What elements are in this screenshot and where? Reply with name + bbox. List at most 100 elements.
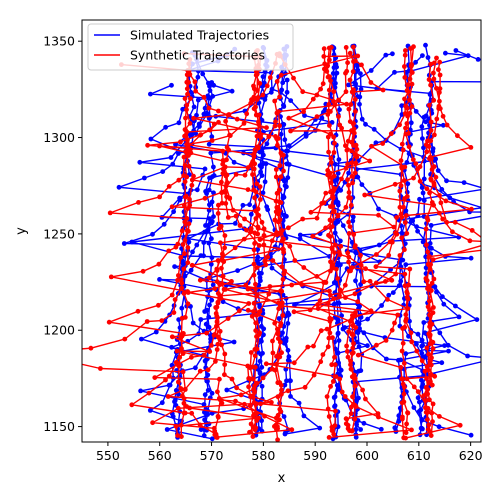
trajectory-point: [331, 99, 336, 104]
trajectory-point: [186, 290, 191, 295]
trajectory-point: [260, 173, 265, 178]
trajectory-point: [353, 291, 358, 296]
trajectory-point: [426, 144, 431, 149]
x-tick-label: 550: [96, 448, 120, 463]
trajectory-point: [462, 180, 467, 185]
trajectory-point: [235, 268, 240, 273]
trajectory-point: [235, 117, 240, 122]
trajectory-point: [249, 212, 254, 217]
trajectory-point: [421, 191, 426, 196]
trajectory-point: [406, 283, 411, 288]
trajectory-point: [234, 214, 239, 219]
trajectory-point: [399, 215, 404, 220]
trajectory-point: [252, 241, 257, 246]
trajectory-point: [265, 141, 270, 146]
trajectory-point: [353, 384, 358, 389]
trajectory-point: [274, 354, 279, 359]
trajectory-point: [223, 165, 228, 170]
trajectory-point: [167, 383, 172, 388]
trajectory-point: [337, 157, 342, 162]
trajectory-point: [175, 349, 180, 354]
trajectory-point: [210, 138, 215, 143]
trajectory-point: [381, 88, 386, 93]
trajectory-point: [344, 205, 349, 210]
trajectory-point: [109, 275, 114, 280]
trajectory-point: [427, 191, 432, 196]
trajectory-point: [25, 351, 30, 356]
trajectory-point: [437, 193, 442, 198]
trajectory-point: [326, 344, 331, 349]
trajectory-point: [347, 231, 352, 236]
trajectory-point: [327, 123, 332, 128]
trajectory-point: [411, 176, 416, 181]
trajectory-point: [276, 413, 281, 418]
trajectory-point: [413, 161, 418, 166]
trajectory-point: [285, 90, 290, 95]
trajectory-point: [380, 141, 385, 146]
trajectory-point: [274, 209, 279, 214]
trajectory-point: [207, 275, 212, 280]
y-tick-label: 1300: [43, 130, 75, 145]
trajectory-point: [356, 353, 361, 358]
trajectory-point: [329, 156, 334, 161]
trajectory-point: [439, 187, 444, 192]
trajectory-point: [233, 399, 238, 404]
trajectory-point: [190, 250, 195, 255]
trajectory-point: [185, 72, 190, 77]
trajectory-point: [148, 408, 153, 413]
trajectory-point: [59, 357, 64, 362]
trajectory-point: [260, 384, 265, 389]
trajectory-point: [400, 349, 405, 354]
trajectory-point: [420, 358, 425, 363]
trajectory-point: [247, 202, 252, 207]
trajectory-point: [108, 211, 113, 216]
x-axis: 550 560 570 580 590 600 610 620: [96, 442, 483, 463]
x-tick-label: 600: [355, 448, 379, 463]
trajectory-point: [268, 75, 273, 80]
trajectory-point: [465, 354, 470, 359]
trajectory-point: [251, 387, 256, 392]
trajectory-point: [130, 240, 135, 245]
trajectory-point: [219, 343, 224, 348]
trajectory-point: [329, 45, 334, 50]
trajectory-point: [246, 301, 251, 306]
trajectory-point: [172, 264, 177, 269]
trajectory-point: [403, 262, 408, 267]
trajectory-point: [340, 390, 345, 395]
trajectory-point: [210, 255, 215, 260]
trajectory-point: [453, 304, 458, 309]
trajectory-point: [322, 46, 327, 51]
trajectory-point: [362, 193, 367, 198]
trajectory-point: [329, 362, 334, 367]
trajectory-point: [228, 133, 233, 138]
trajectory-point: [328, 293, 333, 298]
trajectory-point: [441, 302, 446, 307]
trajectory-point: [403, 104, 408, 109]
trajectory-point: [338, 239, 343, 244]
legend: Simulated TrajectoriesSynthetic Trajecto…: [88, 24, 293, 70]
trajectory-point: [222, 352, 227, 357]
trajectory-point: [430, 200, 435, 205]
trajectory-point: [391, 290, 396, 295]
trajectory-point: [226, 215, 231, 220]
trajectory-point: [190, 183, 195, 188]
trajectory-point: [210, 94, 215, 99]
trajectory-point: [253, 347, 258, 352]
trajectory-point: [437, 330, 442, 335]
trajectory-point: [257, 243, 262, 248]
trajectory-point: [184, 175, 189, 180]
trajectory-point: [470, 228, 475, 233]
trajectory-point: [398, 365, 403, 370]
trajectory-point: [404, 290, 409, 295]
trajectory-point: [176, 406, 181, 411]
trajectory-point: [423, 369, 428, 374]
trajectory-point: [440, 217, 445, 222]
trajectory-point: [437, 414, 442, 419]
trajectory-point: [376, 411, 381, 416]
trajectory-point: [183, 96, 188, 101]
trajectory-point: [379, 303, 384, 308]
trajectory-point: [403, 53, 408, 58]
trajectory-point: [399, 183, 404, 188]
trajectory-point: [252, 412, 257, 417]
trajectory-point: [348, 102, 353, 107]
